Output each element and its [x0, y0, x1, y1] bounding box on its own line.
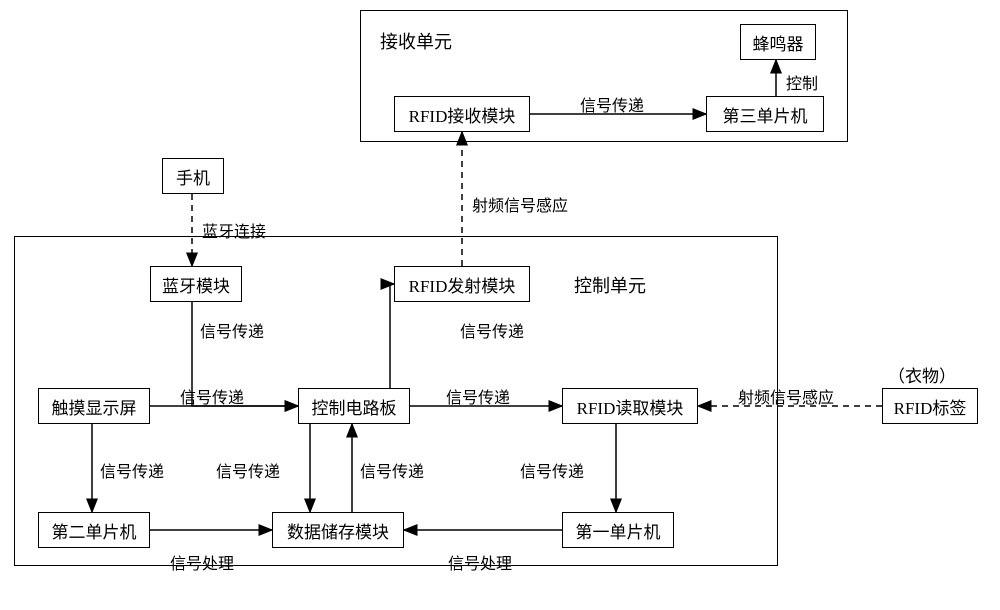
extra-label-0: （衣物）	[888, 362, 956, 387]
edge-label-10-b: 信号传递	[360, 458, 424, 482]
node-storage: 数据储存模块	[272, 512, 404, 548]
node-rfid_tag: RFID标签	[882, 388, 978, 424]
edge-label-13: 信号处理	[448, 550, 512, 574]
node-touch: 触摸显示屏	[38, 388, 150, 424]
receive_unit-title: 接收单元	[380, 28, 452, 54]
edge-label-3: 控制	[786, 70, 818, 94]
node-bluetooth: 蓝牙模块	[150, 266, 242, 302]
edge-label-10: 信号传递	[216, 458, 280, 482]
node-rfid_rx: RFID接收模块	[394, 96, 530, 132]
edge-label-11: 信号传递	[520, 458, 584, 482]
node-mcu2: 第二单片机	[38, 512, 150, 548]
edge-label-1: 射频信号感应	[472, 192, 568, 216]
edge-label-12: 信号处理	[170, 550, 234, 574]
edge-label-6: 信号传递	[180, 384, 244, 408]
control_unit-title: 控制单元	[574, 272, 646, 298]
node-mcu3: 第三单片机	[706, 96, 824, 132]
node-buzzer: 蜂鸣器	[740, 24, 816, 60]
edge-label-8: 射频信号感应	[738, 384, 834, 408]
node-rfid_read: RFID读取模块	[562, 388, 698, 424]
edge-label-5: 信号传递	[460, 318, 524, 342]
node-mcu1: 第一单片机	[562, 512, 674, 548]
edge-label-7: 信号传递	[446, 384, 510, 408]
node-rfid_tx: RFID发射模块	[394, 266, 530, 302]
node-phone: 手机	[162, 158, 224, 194]
node-ctrl_board: 控制电路板	[298, 388, 410, 424]
edge-label-9: 信号传递	[100, 458, 164, 482]
edge-label-4: 信号传递	[200, 318, 264, 342]
edge-label-0: 蓝牙连接	[202, 218, 266, 242]
edge-label-2: 信号传递	[580, 92, 644, 116]
